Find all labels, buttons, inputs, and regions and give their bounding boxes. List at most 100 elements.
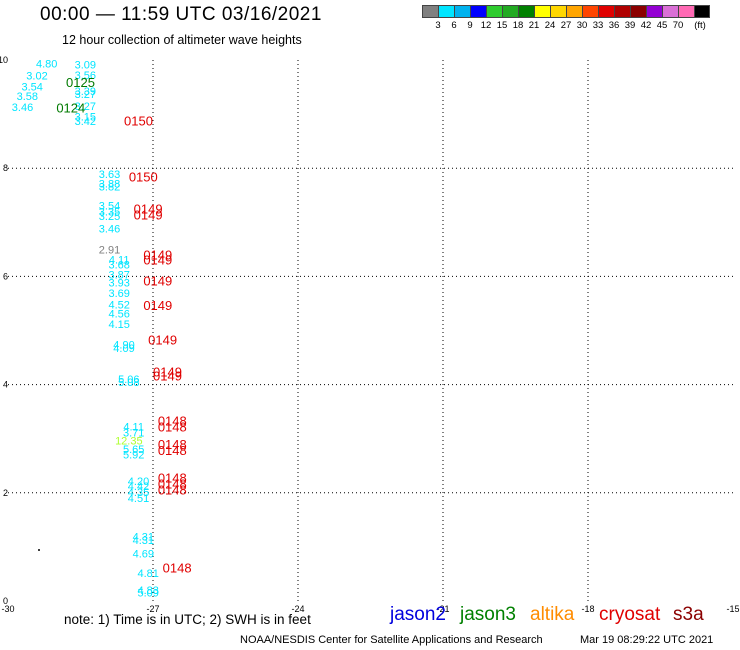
pass-time-label: 0148 — [158, 482, 187, 497]
legend-item-altika: altika — [530, 604, 575, 625]
wave-height-value: 3.56 — [75, 70, 96, 82]
legend-item-cryosat: cryosat — [599, 604, 661, 625]
scale-label: 24 — [544, 20, 556, 31]
scale-swatch — [678, 5, 694, 18]
wave-height-value: 3.82 — [99, 181, 120, 193]
color-scale-labels: 3 6 9 12 15 18 21 24 27 30 33 36 39 42 45 70 (ft) — [422, 18, 710, 32]
scale-swatch — [534, 5, 550, 18]
pass-time-label: 0149 — [143, 252, 172, 267]
pass-time-label: 0149 — [143, 298, 172, 313]
wave-height-value: 4.11 — [123, 422, 144, 434]
color-scale-swatches — [422, 5, 710, 18]
wave-height-value: 5.08 — [118, 377, 139, 389]
pass-time-label: 0149 — [153, 368, 182, 383]
legend-item-s3a: s3a — [673, 604, 704, 625]
scale-label: 70 — [672, 20, 684, 31]
x-tick-label: -30 — [1, 604, 14, 614]
wave-height-value: 4.11 — [109, 254, 130, 266]
scale-swatch — [598, 5, 614, 18]
wave-height-value: 4.56 — [108, 309, 129, 321]
wave-height-value: 4.15 — [108, 319, 129, 331]
scale-label: 6 — [451, 20, 457, 31]
y-tick-label: 8 — [3, 163, 8, 173]
wave-height-value: 4.35 — [128, 487, 149, 499]
scale-swatch — [646, 5, 662, 18]
wave-height-value: 3.63 — [99, 169, 120, 181]
x-tick-label: -15 — [726, 604, 739, 614]
wave-height-value: 4.83 — [137, 585, 158, 597]
pass-time-label: 0149 — [153, 364, 182, 379]
scale-swatch — [486, 5, 502, 18]
wave-height-value: 3.35 — [99, 206, 120, 218]
pass-time-label: 0149 — [143, 274, 172, 289]
wave-height-value: 3.15 — [75, 112, 96, 124]
wave-height-value: 4.42 — [128, 481, 149, 493]
scale-label: (ft) — [694, 20, 706, 31]
pass-time-label: 0148 — [158, 437, 187, 452]
wave-height-value: 4.31 — [133, 531, 154, 543]
pass-time-label: 0149 — [134, 202, 163, 217]
wave-height-value: 3.68 — [108, 259, 129, 271]
scale-swatch — [582, 5, 598, 18]
x-tick-label: -18 — [581, 604, 594, 614]
wave-height-value: 4.69 — [133, 549, 154, 561]
scale-label: 33 — [592, 20, 604, 31]
wave-height-value: 5.65 — [123, 444, 144, 456]
x-tick-label: -24 — [291, 604, 304, 614]
wave-height-value: 4.80 — [36, 59, 57, 71]
wave-height-value: 5.06 — [118, 374, 139, 386]
scale-swatch — [614, 5, 630, 18]
legend-item-jason3: jason3 — [460, 604, 516, 625]
pass-time-label: 0125 — [66, 75, 95, 90]
wave-height-value: 3.25 — [99, 211, 120, 223]
wave-height-value: 3.71 — [123, 428, 144, 440]
wave-height-value: 4.31 — [133, 535, 154, 547]
pass-time-label: 0148 — [158, 420, 187, 435]
pass-time-label: 0149 — [134, 208, 163, 223]
wave-height-value: 4.20 — [128, 476, 149, 488]
scale-swatch — [566, 5, 582, 18]
wave-height-value: 3.58 — [17, 91, 38, 103]
wave-height-value: 3.09 — [75, 60, 96, 72]
scale-swatch — [438, 5, 454, 18]
wave-height-value: 4.09 — [113, 343, 134, 355]
wave-height-value: 3.69 — [108, 288, 129, 300]
pass-time-label: 0124 — [56, 100, 85, 115]
wave-height-value: 4.52 — [108, 299, 129, 311]
scale-swatch — [454, 5, 470, 18]
wave-height-value: 5.92 — [123, 450, 144, 462]
wave-height-value: 3.27 — [75, 89, 96, 101]
wave-height-value: 4.90 — [113, 339, 134, 351]
wave-height-value: 3.54 — [21, 81, 42, 93]
scale-label: 18 — [512, 20, 524, 31]
wave-height-value: 4.81 — [137, 568, 158, 580]
scale-label: 45 — [656, 20, 668, 31]
wave-height-value: 2.91 — [99, 245, 120, 257]
scale-label: 42 — [640, 20, 652, 31]
pass-time-label: 0149 — [143, 248, 172, 263]
scale-label: 9 — [467, 20, 473, 31]
wave-height-value: 3.46 — [99, 224, 120, 236]
wave-height-value: 3.39 — [75, 86, 96, 98]
credit-text: NOAA/NESDIS Center for Satellite Applica… — [240, 634, 543, 646]
scale-swatch — [518, 5, 534, 18]
pass-time-label: 0148 — [158, 471, 187, 486]
scale-swatch — [662, 5, 678, 18]
legend-item-jason2: jason2 — [390, 604, 446, 625]
x-tick-label: -21 — [436, 604, 449, 614]
y-tick-label: 4 — [3, 380, 8, 390]
pass-time-label: 0150 — [124, 113, 153, 128]
wave-height-value: 4.51 — [128, 493, 149, 505]
pass-time-label: 0148 — [158, 414, 187, 429]
scale-swatch — [470, 5, 486, 18]
footnote: note: 1) Time is in UTC; 2) SWH is in fe… — [64, 612, 311, 627]
pass-time-label: 0149 — [148, 333, 177, 348]
scale-label: 3 — [435, 20, 441, 31]
scale-label: 39 — [624, 20, 636, 31]
scale-swatch — [502, 5, 518, 18]
scale-swatch — [422, 5, 438, 18]
map-dot — [38, 549, 40, 551]
pass-time-label: 0148 — [163, 560, 192, 575]
scale-label: 12 — [480, 20, 492, 31]
